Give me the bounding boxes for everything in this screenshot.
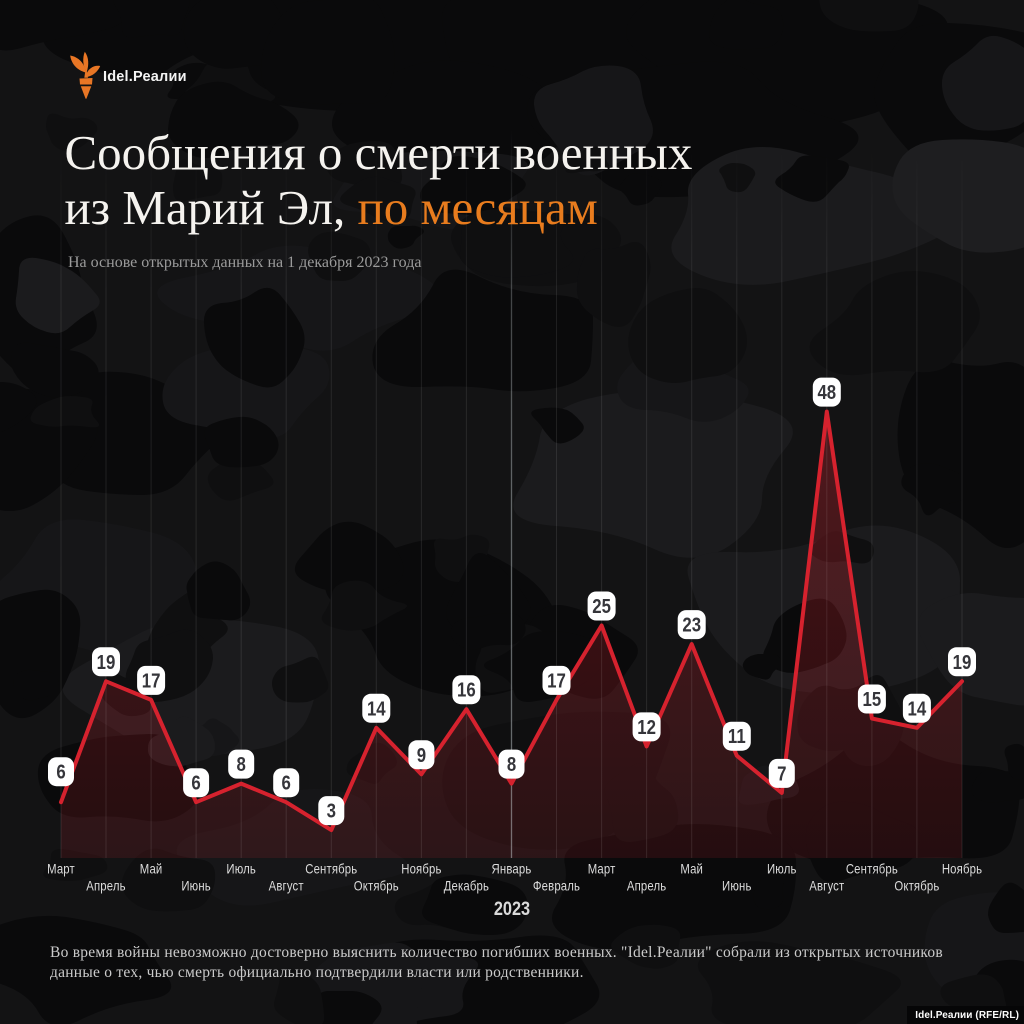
svg-text:15: 15	[863, 687, 882, 710]
svg-text:Июль: Июль	[226, 860, 256, 877]
svg-text:Июнь: Июнь	[181, 877, 211, 894]
svg-text:3: 3	[327, 799, 336, 822]
svg-text:6: 6	[191, 771, 200, 794]
svg-text:14: 14	[908, 697, 927, 720]
svg-text:19: 19	[953, 650, 972, 673]
svg-text:Март: Март	[588, 860, 616, 877]
svg-text:12: 12	[637, 715, 656, 738]
svg-text:Сентябрь: Сентябрь	[846, 860, 898, 877]
svg-text:Октябрь: Октябрь	[894, 877, 939, 894]
svg-text:2023: 2023	[494, 898, 530, 919]
svg-text:16: 16	[457, 678, 476, 701]
svg-text:17: 17	[142, 669, 161, 692]
svg-text:7: 7	[777, 762, 786, 785]
svg-text:23: 23	[682, 613, 701, 636]
svg-text:Август: Август	[809, 877, 844, 894]
svg-text:Май: Май	[680, 860, 703, 877]
svg-text:14: 14	[367, 697, 386, 720]
svg-text:Май: Май	[140, 860, 163, 877]
svg-text:Март: Март	[47, 860, 75, 877]
svg-text:19: 19	[97, 650, 116, 673]
svg-text:6: 6	[282, 771, 291, 794]
svg-text:Июнь: Июнь	[722, 877, 752, 894]
svg-text:9: 9	[417, 743, 426, 766]
svg-text:Февраль: Февраль	[533, 877, 580, 894]
svg-text:Ноябрь: Ноябрь	[401, 860, 441, 877]
svg-text:Ноябрь: Ноябрь	[942, 860, 982, 877]
svg-text:Октябрь: Октябрь	[354, 877, 399, 894]
svg-text:6: 6	[56, 760, 65, 783]
svg-text:25: 25	[592, 594, 611, 617]
svg-text:11: 11	[728, 725, 746, 748]
svg-text:17: 17	[547, 669, 566, 692]
svg-text:8: 8	[237, 753, 246, 776]
svg-text:Август: Август	[269, 877, 304, 894]
svg-text:48: 48	[817, 381, 836, 404]
svg-text:Сентябрь: Сентябрь	[305, 860, 357, 877]
svg-text:8: 8	[507, 753, 516, 776]
svg-text:Январь: Январь	[492, 860, 532, 877]
svg-text:Апрель: Апрель	[86, 877, 126, 894]
svg-text:Июль: Июль	[767, 860, 797, 877]
svg-text:Декабрь: Декабрь	[444, 877, 489, 894]
svg-text:Апрель: Апрель	[627, 877, 667, 894]
